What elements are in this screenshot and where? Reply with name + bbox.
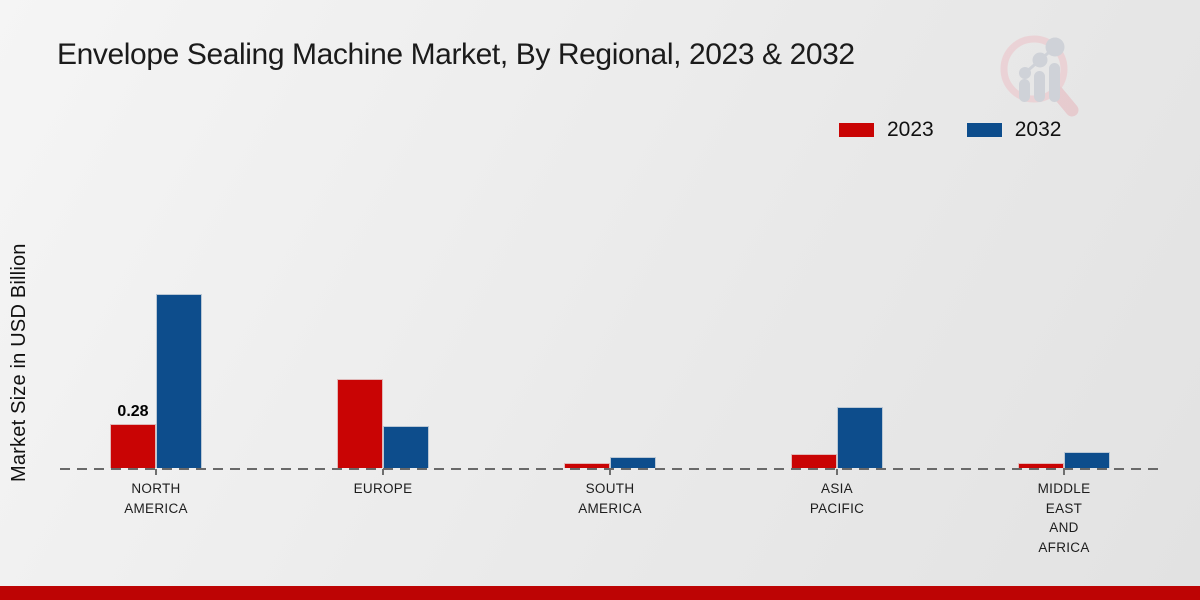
legend-item-2032: 2032: [965, 118, 1062, 142]
bar-2023-asia-pacific: [791, 454, 837, 468]
bar-2023-south-america: [564, 463, 610, 468]
footer-accent-bar: [0, 586, 1200, 600]
legend-swatch-2023: [838, 122, 875, 138]
x-axis-tick: [1063, 469, 1065, 475]
category-label-europe: EUROPE: [353, 481, 413, 496]
legend-label-2032: 2032: [1014, 118, 1062, 141]
bar-group-north-america: 0.28: [110, 0, 202, 468]
legend: 2023 2032: [838, 118, 1061, 142]
data-label-2023-north-america: 0.28: [117, 403, 149, 420]
x-axis-tick: [836, 469, 838, 475]
legend-swatch-2032: [965, 122, 1003, 138]
x-axis-tick: [155, 469, 157, 475]
bar-group-south-america: [564, 0, 656, 468]
category-label-asia-pacific: ASIA PACIFIC: [809, 481, 865, 516]
bar-2032-middle-east-and-africa: [1064, 452, 1110, 468]
bar-2032-south-america: [610, 457, 656, 468]
x-axis-baseline: [60, 468, 1162, 470]
legend-label-2023: 2023: [887, 118, 934, 141]
bar-2023-middle-east-and-africa: [1018, 463, 1064, 468]
magnifier-bar-chart-logo-icon: [1000, 35, 1079, 117]
x-axis-tick: [382, 469, 384, 475]
chart-title: Envelope Sealing Machine Market, By Regi…: [57, 38, 855, 71]
legend-item-2023: 2023: [838, 118, 934, 142]
category-label-middle-east-and-africa: MIDDLE EAST AND AFRICA: [1037, 481, 1091, 555]
bar-group-europe: [337, 0, 429, 468]
bar-group-asia-pacific: [791, 0, 883, 468]
bar-2023-europe: [337, 379, 383, 468]
bar-2032-north-america: [156, 294, 202, 468]
bar-2023-north-america: 0.28: [110, 403, 156, 468]
category-label-south-america: SOUTH AMERICA: [578, 481, 642, 516]
bar-2032-asia-pacific: [837, 407, 883, 468]
category-label-north-america: NORTH AMERICA: [124, 481, 188, 516]
x-axis-tick: [609, 469, 611, 475]
bar-2032-europe: [383, 426, 429, 468]
bar-group-middle-east-and-africa: [1018, 0, 1110, 468]
